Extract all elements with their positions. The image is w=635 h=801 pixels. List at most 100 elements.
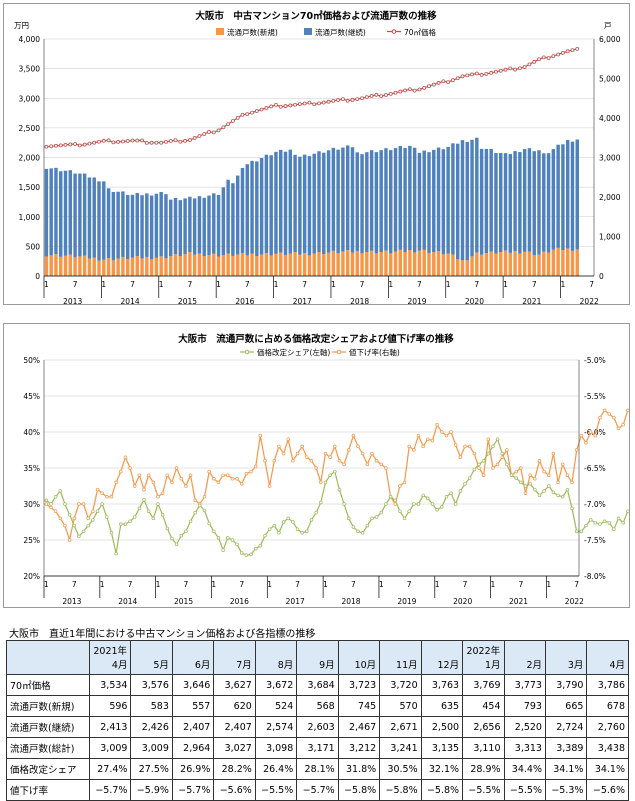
table-cell: 28.2% xyxy=(213,758,256,780)
bar-new-listings xyxy=(302,253,307,276)
bar-continuing-listings xyxy=(460,140,465,261)
revision-share-point xyxy=(305,529,309,534)
bar-new-listings xyxy=(159,256,163,276)
year-label: 2013 xyxy=(62,597,81,606)
table-cell: −5.5% xyxy=(462,779,505,801)
markdown-rate-point xyxy=(560,462,565,467)
revision-share-point xyxy=(309,518,314,522)
bar-new-listings xyxy=(494,253,498,276)
markdown-rate-point xyxy=(165,473,170,477)
markdown-rate-point xyxy=(374,459,379,463)
bar-continuing-listings xyxy=(537,150,541,255)
price-point xyxy=(302,101,307,106)
revision-share-point xyxy=(588,518,593,522)
price-point xyxy=(250,110,254,115)
markdown-rate-point xyxy=(505,448,509,452)
year-label: 2015 xyxy=(174,597,193,606)
price-point xyxy=(317,101,321,106)
markdown-rate-point xyxy=(146,473,151,477)
markdown-rate-point xyxy=(53,509,58,513)
revision-share-point xyxy=(295,527,300,531)
month-tick-label: 1 xyxy=(331,280,336,289)
revision-share-point xyxy=(486,451,491,456)
revision-share-point xyxy=(505,462,509,467)
column-header: 4月 xyxy=(586,640,629,675)
bar-continuing-listings xyxy=(312,153,316,254)
markdown-rate-point xyxy=(481,473,486,477)
year-label: 2015 xyxy=(178,297,197,304)
bar-new-listings xyxy=(365,251,369,276)
month-tick-label: 1 xyxy=(446,280,451,289)
bar-new-listings xyxy=(527,251,532,276)
table-cell: 26.9% xyxy=(171,758,215,780)
markdown-rate-point xyxy=(333,444,337,449)
y-tick-label-left: 35% xyxy=(23,464,40,473)
y-tick-label-right: -8.0% xyxy=(584,572,606,581)
bar-continuing-listings xyxy=(446,146,450,254)
markdown-rate-point xyxy=(263,459,267,463)
bar-new-listings xyxy=(173,254,178,276)
table-cell: 3,110 xyxy=(462,737,505,759)
revision-share-point xyxy=(160,513,165,517)
bar-new-listings xyxy=(293,252,297,276)
table-cell: 32.1% xyxy=(420,758,464,780)
bar-new-listings xyxy=(451,254,455,276)
revision-share-point xyxy=(267,527,272,531)
revision-share-point xyxy=(384,502,388,506)
y-tick-label-left: 45% xyxy=(23,392,40,401)
table-cell: 3,627 xyxy=(213,674,256,696)
price-point xyxy=(455,76,460,81)
markdown-rate-point xyxy=(346,448,351,452)
revision-share-point xyxy=(402,516,407,521)
bar-new-listings xyxy=(178,256,183,276)
table-cell: −5.8% xyxy=(420,779,464,801)
month-tick-label: 1 xyxy=(388,280,393,289)
month-tick-label: 7 xyxy=(245,280,250,289)
y-tick-label-right: -7.5% xyxy=(584,536,606,545)
table-cell: 30.5% xyxy=(379,758,422,780)
bar-continuing-listings xyxy=(49,168,53,256)
legend-label: 70㎡価格 xyxy=(404,27,437,37)
bar-continuing-listings xyxy=(417,152,422,251)
bar-continuing-listings xyxy=(369,150,374,251)
column-month: 3月 xyxy=(567,660,584,671)
bar-new-listings xyxy=(427,252,431,276)
table-corner-cell xyxy=(6,640,90,675)
table-header-row: 2021年 4月 5月 6月 7月 8月 9月 10月 11月 12月 2022年 1月 2月 3月 4月 xyxy=(6,640,629,675)
revision-share-point xyxy=(132,515,137,519)
table-cell: −5.5% xyxy=(503,779,546,801)
table-cell: 34.1% xyxy=(586,758,629,780)
month-tick-label: 1 xyxy=(323,580,328,589)
bar-new-listings xyxy=(489,251,493,276)
bar-new-listings xyxy=(345,250,350,276)
revision-share-point xyxy=(239,551,244,555)
table-cell: −5.7% xyxy=(88,779,132,801)
bar-new-listings xyxy=(68,254,73,276)
y-tick-label-right: 0 xyxy=(599,272,604,281)
bar-new-listings xyxy=(121,256,125,276)
price-point xyxy=(575,46,580,51)
markdown-rate-point xyxy=(351,433,356,438)
bar-continuing-listings xyxy=(288,149,293,254)
bar-new-listings xyxy=(369,250,374,276)
markdown-rate-point xyxy=(328,455,332,459)
revision-share-point xyxy=(602,519,607,524)
column-month: 12月 xyxy=(437,660,460,671)
revision-share-point xyxy=(574,529,579,534)
markdown-rate-point xyxy=(272,459,277,463)
markdown-rate-point xyxy=(407,444,411,449)
row-label: 70㎡価格 xyxy=(6,674,90,696)
y-tick-label-left: 20% xyxy=(23,572,40,581)
markdown-rate-point xyxy=(170,480,174,485)
table-cell: 2,500 xyxy=(420,716,464,738)
month-tick-label: 7 xyxy=(187,280,192,289)
markdown-rate-point xyxy=(598,415,602,420)
column-month: 4月 xyxy=(609,660,625,671)
bar-continuing-listings xyxy=(97,181,101,261)
month-tick-label: 1 xyxy=(274,280,279,289)
price-point xyxy=(106,138,111,143)
table-cell: 28.1% xyxy=(296,758,339,780)
bar-continuing-listings xyxy=(188,196,192,253)
bar-continuing-listings xyxy=(54,167,58,255)
revision-share-point xyxy=(360,531,365,535)
